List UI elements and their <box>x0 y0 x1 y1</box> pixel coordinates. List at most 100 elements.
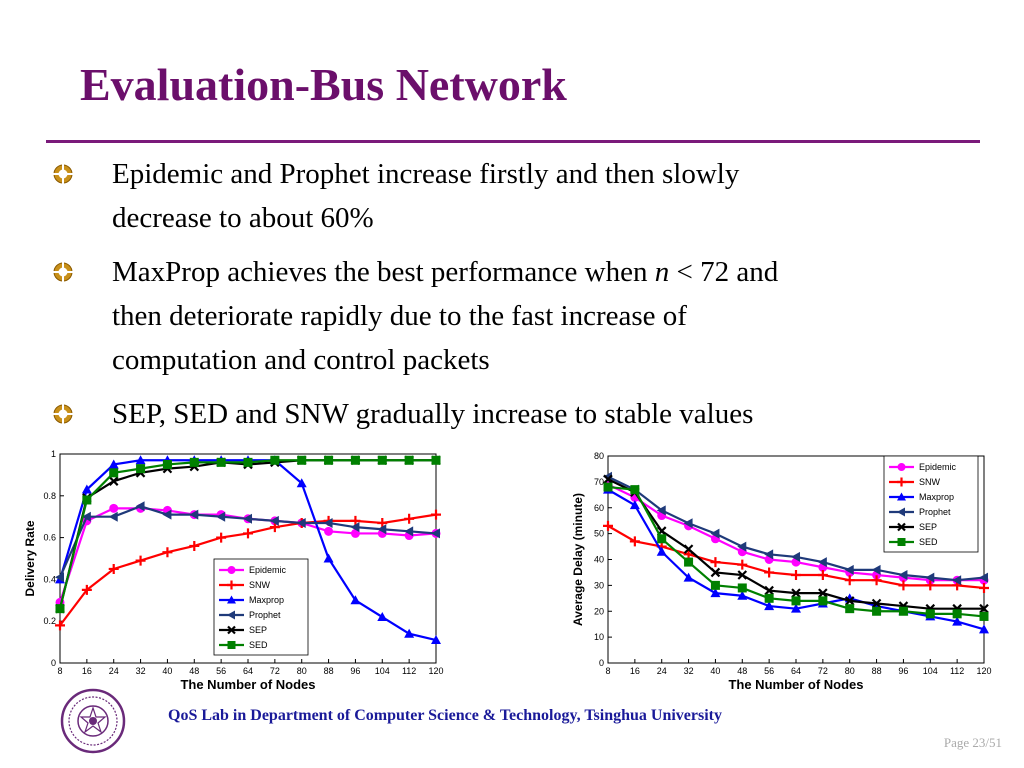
y-axis-label: Delivery Rate <box>23 520 37 596</box>
data-point <box>656 546 667 556</box>
x-tick-label: 48 <box>189 666 199 676</box>
data-point <box>603 520 613 531</box>
data-point <box>189 509 199 520</box>
legend-label: SNW <box>249 580 271 590</box>
data-point <box>764 567 775 578</box>
y-tick-label: 0.8 <box>43 491 56 501</box>
data-point <box>135 555 146 566</box>
data-point <box>818 588 828 598</box>
legend-item: SEP <box>219 625 267 635</box>
bullet-2-variable: n <box>654 256 670 288</box>
data-point <box>710 567 721 578</box>
legend-item: SEP <box>889 522 937 532</box>
x-tick-label: 72 <box>270 666 280 676</box>
legend-item: SNW <box>219 580 271 590</box>
data-point <box>979 603 989 614</box>
data-point <box>979 572 988 583</box>
bullet-item-3: SEP, SED and SNW gradually increase to s… <box>53 392 982 436</box>
data-point <box>817 557 827 568</box>
data-point <box>136 464 146 474</box>
data-point <box>350 455 360 465</box>
x-tick-label: 56 <box>216 666 226 676</box>
data-point <box>925 609 935 619</box>
legend-label: SEP <box>249 625 267 635</box>
x-tick-label: 112 <box>402 666 416 676</box>
data-point <box>791 603 801 613</box>
data-point <box>162 509 172 520</box>
data-point <box>764 549 774 560</box>
legend-item: Prophet <box>219 610 281 620</box>
x-tick-label: 72 <box>818 666 828 676</box>
x-tick-label: 8 <box>605 666 610 676</box>
series-prophet <box>55 501 440 583</box>
x-tick-label: 32 <box>136 666 146 676</box>
data-point <box>925 580 936 591</box>
data-point <box>897 492 906 501</box>
data-point <box>227 566 236 574</box>
bullet-item-1: Epidemic and Prophet increase firstly an… <box>53 152 982 240</box>
bullet-item-2: MaxProp achieves the best performance wh… <box>53 250 982 382</box>
y-axis-label: Average Delay (minute) <box>571 493 585 626</box>
legend-item: SNW <box>889 477 941 487</box>
data-point <box>630 485 640 495</box>
legend-item: Maxprop <box>889 492 954 502</box>
data-point <box>871 598 882 609</box>
data-point <box>844 596 855 606</box>
series-sed <box>603 482 989 621</box>
bullet-1-line-2: decrease to about 60% <box>112 202 374 234</box>
y-tick-label: 40 <box>594 555 604 565</box>
series-sep <box>603 474 989 614</box>
data-point <box>817 570 828 581</box>
bullet-3-line-1: SEP, SED and SNW gradually increase to s… <box>112 398 754 430</box>
legend-item: Maxprop <box>219 595 284 605</box>
legend-item: SED <box>219 640 268 650</box>
data-point <box>243 457 253 467</box>
data-point <box>108 563 119 574</box>
bullet-1-line-1: Epidemic and Prophet increase firstly an… <box>112 158 740 190</box>
x-tick-label: 96 <box>350 666 360 676</box>
data-point <box>431 509 441 520</box>
data-point <box>897 538 906 546</box>
data-point <box>952 609 962 619</box>
data-point <box>243 513 252 524</box>
title-divider <box>46 140 980 143</box>
x-tick-label: 104 <box>375 666 390 676</box>
data-point <box>109 503 119 513</box>
page-number: Page 23/51 <box>943 735 1002 750</box>
data-point <box>710 528 720 539</box>
data-point <box>109 468 119 478</box>
data-point <box>324 526 334 536</box>
y-tick-label: 50 <box>594 529 604 539</box>
data-point <box>216 532 227 543</box>
data-point <box>431 635 441 645</box>
data-point <box>818 596 828 606</box>
data-point <box>350 595 361 605</box>
legend-label: SED <box>919 537 938 547</box>
data-point <box>431 455 441 465</box>
data-point <box>404 628 415 638</box>
y-tick-label: 10 <box>594 632 604 642</box>
data-point <box>55 620 65 631</box>
data-point <box>844 564 854 575</box>
data-point <box>710 557 721 568</box>
bullet-2-line-2: then deteriorate rapidly due to the fast… <box>112 300 687 332</box>
data-point <box>189 457 199 467</box>
bullet-target-icon <box>53 262 73 282</box>
data-point <box>979 611 989 621</box>
bullet-2-line-3: computation and control packets <box>112 344 490 376</box>
data-point <box>897 507 905 517</box>
tsinghua-university-seal-logo <box>60 688 126 754</box>
data-point <box>227 625 236 635</box>
data-point <box>81 511 91 522</box>
data-point <box>377 524 387 535</box>
legend-item: Prophet <box>889 507 951 517</box>
slide-title: Evaluation-Bus Network <box>80 59 567 110</box>
data-point <box>216 511 226 522</box>
y-tick-label: 0 <box>51 658 56 668</box>
data-point <box>952 616 963 626</box>
legend-box <box>883 455 979 553</box>
x-tick-label: 104 <box>923 666 938 676</box>
data-point <box>324 455 334 465</box>
legend-box <box>213 558 309 656</box>
data-point <box>737 559 748 570</box>
